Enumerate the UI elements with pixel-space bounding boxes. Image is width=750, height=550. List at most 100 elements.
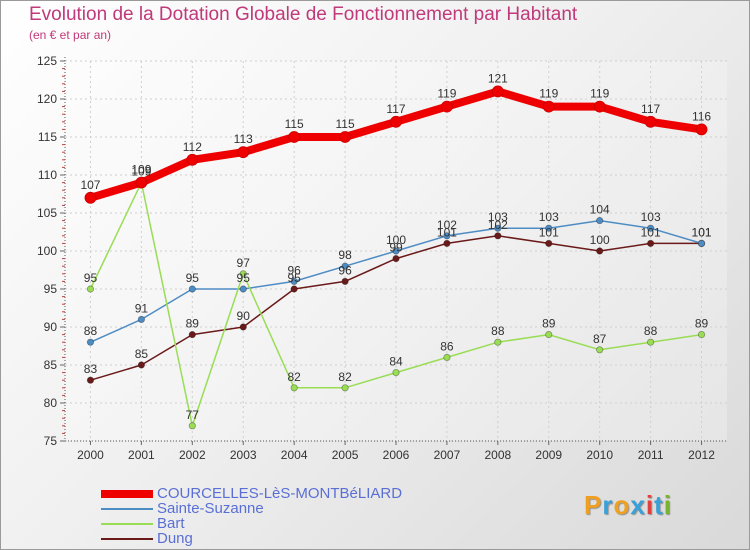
data-label-bart: 82 (338, 370, 352, 384)
data-point-sainte-suzanne (290, 277, 298, 285)
data-label-sainte-suzanne: 103 (488, 210, 508, 224)
data-point-courcelles (135, 176, 148, 189)
data-point-courcelles (441, 100, 453, 113)
y-tick-label: 110 (38, 168, 57, 182)
data-label-sainte-suzanne: 100 (386, 233, 406, 247)
data-label-sainte-suzanne: 104 (590, 203, 610, 217)
x-tick-label: 2005 (332, 448, 359, 462)
data-point-sainte-suzanne (239, 285, 247, 293)
chart-title: Evolution de la Dotation Globale de Fonc… (29, 4, 578, 25)
data-point-bart (341, 384, 349, 392)
y-tick-label: 90 (44, 320, 58, 334)
data-label-bart: 109 (131, 165, 151, 179)
data-point-dung (494, 232, 502, 240)
legend-label: Dung (157, 530, 193, 547)
x-tick-label: 2003 (230, 448, 257, 462)
data-label-bart: 95 (84, 271, 98, 285)
data-label-bart: 84 (389, 355, 403, 369)
data-point-dung (647, 239, 655, 247)
data-label-dung: 96 (338, 263, 352, 277)
data-label-dung: 89 (186, 317, 200, 331)
data-point-dung (545, 239, 553, 247)
legend-swatch (101, 523, 153, 525)
legend-label: Sainte-Suzanne (157, 500, 264, 517)
x-tick-label: 2004 (281, 448, 308, 462)
data-label-courcelles: 107 (80, 178, 100, 192)
data-point-bart (596, 346, 604, 354)
legend-swatch (101, 538, 153, 540)
data-label-courcelles: 121 (488, 71, 508, 85)
data-label-courcelles: 119 (539, 87, 558, 101)
data-point-sainte-suzanne (494, 224, 502, 232)
x-tick-label: 2010 (586, 448, 613, 462)
data-point-courcelles (542, 100, 555, 113)
data-label-sainte-suzanne: 101 (692, 225, 712, 239)
data-point-courcelles (339, 131, 351, 143)
data-point-courcelles (491, 85, 504, 98)
data-point-bart (392, 368, 400, 377)
data-point-courcelles (237, 146, 250, 159)
data-label-courcelles: 115 (336, 117, 355, 131)
legend-label: COURCELLES-LèS-MONTBéLIARD (157, 485, 403, 502)
y-tick-label: 80 (44, 396, 58, 410)
data-label-bart: 97 (237, 256, 251, 270)
data-point-dung (239, 323, 247, 331)
data-label-dung: 101 (692, 225, 712, 239)
data-label-sainte-suzanne: 95 (186, 271, 200, 285)
x-tick-label: 2009 (535, 448, 562, 462)
data-label-sainte-suzanne: 96 (287, 263, 301, 277)
data-point-sainte-suzanne (647, 224, 655, 232)
y-tick-label: 115 (38, 130, 57, 144)
y-tick-label: 125 (37, 54, 57, 68)
data-label-courcelles: 109 (131, 163, 151, 177)
y-tick-label: 85 (44, 358, 58, 372)
data-label-dung: 102 (488, 218, 508, 232)
data-point-dung (341, 277, 349, 285)
data-point-sainte-suzanne (392, 247, 400, 255)
data-label-courcelles: 112 (183, 140, 202, 154)
x-tick-label: 2012 (688, 448, 715, 462)
data-label-bart: 88 (491, 324, 505, 338)
data-point-dung (596, 247, 604, 255)
data-label-courcelles: 115 (285, 117, 304, 131)
data-point-sainte-suzanne (341, 262, 349, 270)
x-tick-label: 2001 (128, 448, 155, 462)
data-point-bart (697, 330, 706, 339)
proxiti-logo: Proxiti (584, 490, 672, 520)
data-point-bart (494, 338, 502, 346)
data-label-courcelles: 119 (437, 87, 456, 101)
data-label-bart: 89 (695, 317, 709, 331)
data-point-sainte-suzanne (443, 232, 451, 240)
x-tick-label: 2006 (383, 448, 410, 462)
data-point-courcelles (593, 100, 606, 113)
data-label-courcelles: 117 (641, 102, 660, 116)
data-point-bart (290, 384, 298, 392)
data-label-courcelles: 116 (692, 109, 711, 123)
data-point-sainte-suzanne (86, 338, 95, 346)
data-label-dung: 100 (590, 233, 610, 247)
data-label-dung: 99 (389, 241, 403, 255)
data-point-bart (443, 353, 451, 361)
legend-label: Bart (157, 515, 185, 532)
data-label-dung: 101 (539, 225, 559, 239)
data-label-sainte-suzanne: 103 (641, 210, 661, 224)
data-label-courcelles: 117 (386, 102, 405, 116)
legend-swatch (101, 490, 153, 498)
data-point-sainte-suzanne (137, 315, 145, 323)
x-tick-label: 2007 (434, 448, 461, 462)
x-tick-label: 2011 (638, 448, 664, 462)
data-label-dung: 85 (135, 347, 149, 361)
data-label-sainte-suzanne: 98 (338, 248, 352, 262)
data-point-bart (545, 330, 553, 339)
data-point-sainte-suzanne (545, 224, 553, 232)
x-tick-label: 2008 (484, 448, 511, 462)
data-point-dung (392, 255, 400, 263)
data-label-sainte-suzanne: 91 (135, 301, 149, 315)
data-label-dung: 95 (287, 271, 301, 285)
data-point-sainte-suzanne (596, 217, 604, 225)
data-point-bart (239, 270, 247, 278)
data-point-courcelles (84, 191, 97, 204)
data-label-sainte-suzanne: 102 (437, 218, 457, 232)
